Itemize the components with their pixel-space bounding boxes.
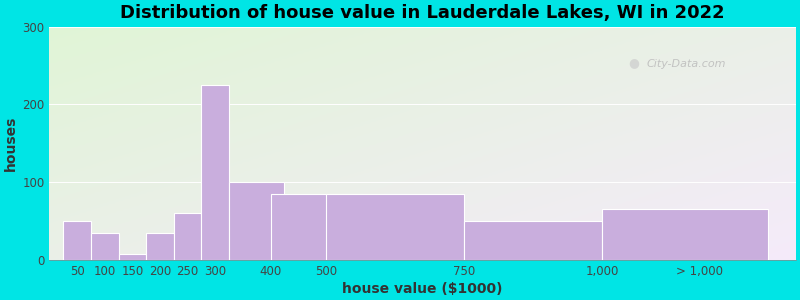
Y-axis label: houses: houses bbox=[4, 116, 18, 171]
Bar bbox=[63, 221, 91, 260]
Bar bbox=[174, 213, 202, 260]
Bar bbox=[464, 221, 602, 260]
Text: City-Data.com: City-Data.com bbox=[646, 59, 726, 69]
Bar bbox=[270, 194, 409, 260]
Text: ●: ● bbox=[628, 56, 638, 69]
X-axis label: house value ($1000): house value ($1000) bbox=[342, 282, 503, 296]
Bar bbox=[118, 254, 146, 260]
Bar bbox=[202, 85, 229, 260]
Bar bbox=[229, 182, 285, 260]
Bar bbox=[602, 209, 768, 260]
Title: Distribution of house value in Lauderdale Lakes, WI in 2022: Distribution of house value in Lauderdal… bbox=[120, 4, 725, 22]
Bar bbox=[326, 194, 464, 260]
Bar bbox=[146, 232, 174, 260]
Bar bbox=[91, 232, 118, 260]
